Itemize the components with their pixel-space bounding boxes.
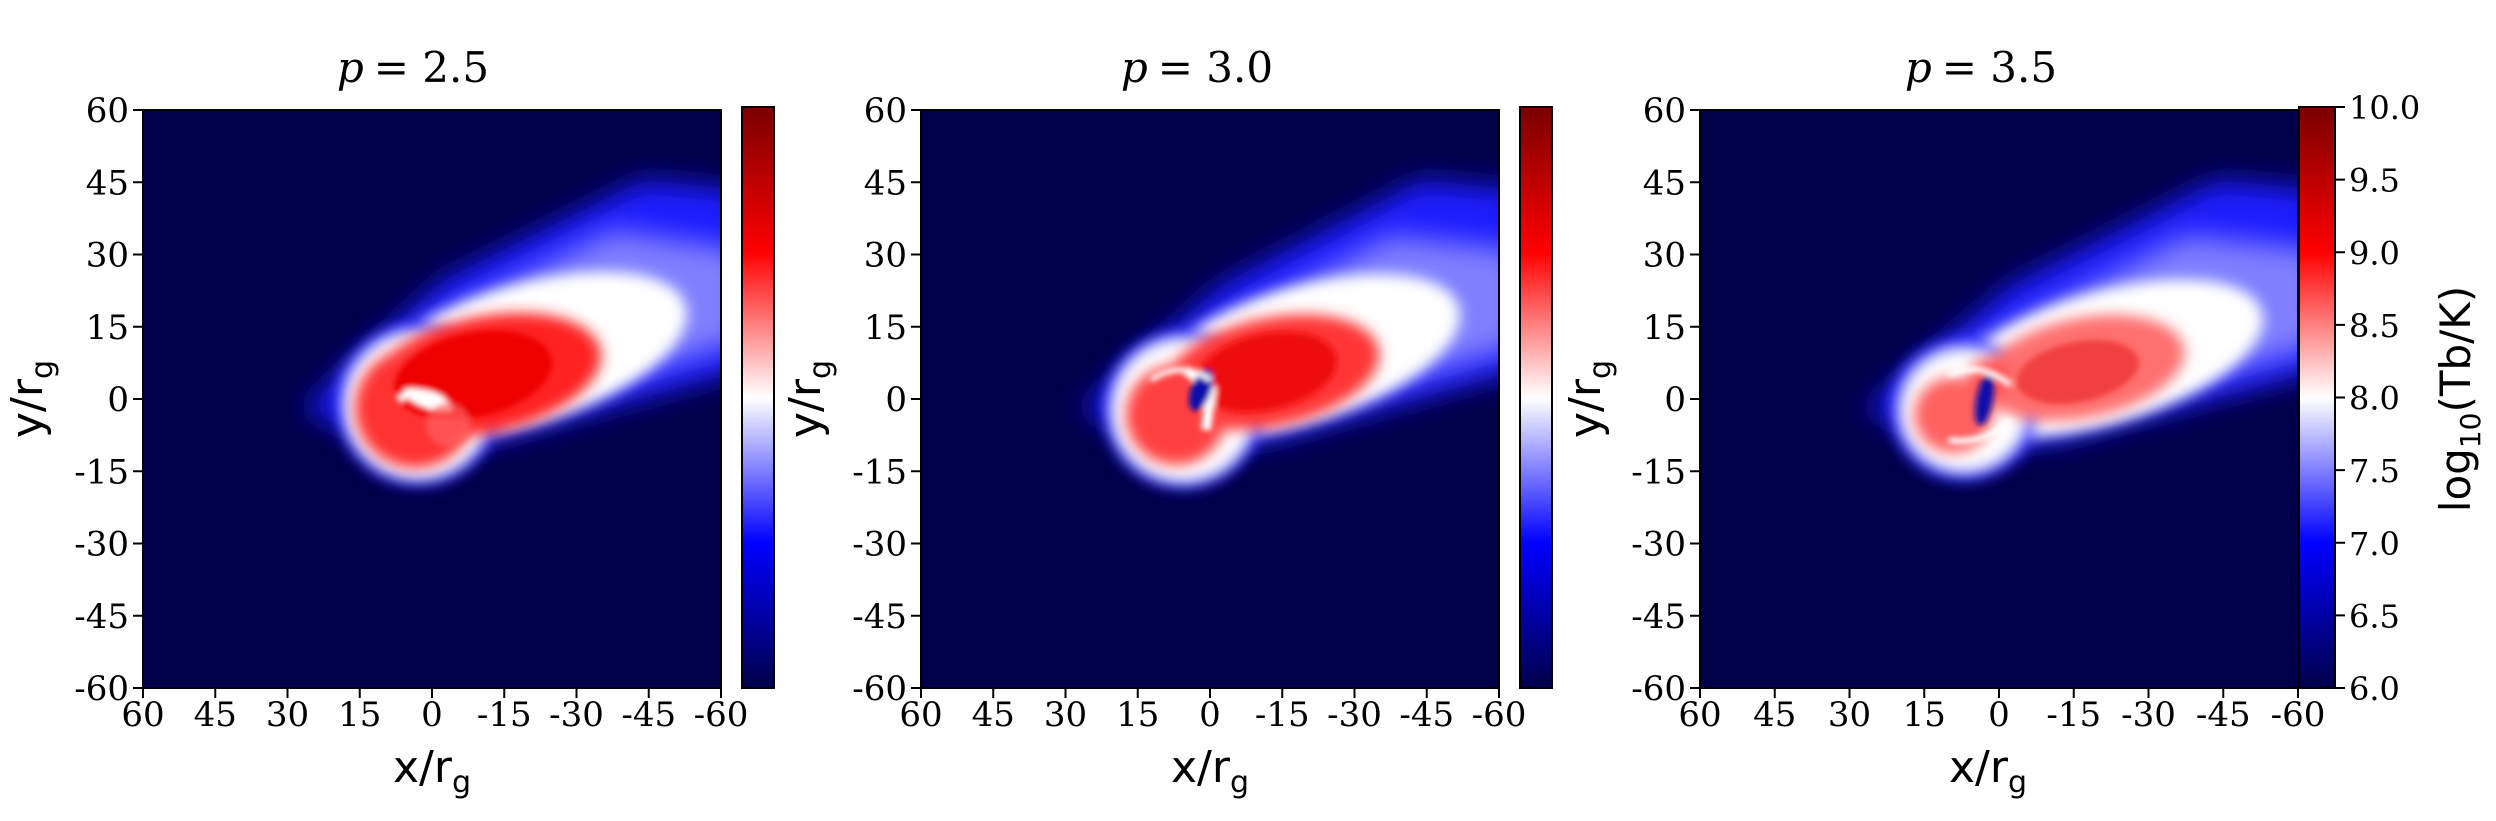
y-tick-label: -30 bbox=[852, 525, 907, 565]
x-tick-label: 0 bbox=[1199, 695, 1221, 735]
y-tick-label: 0 bbox=[885, 380, 907, 420]
x-tick-label: -60 bbox=[1472, 695, 1527, 735]
x-tick-label: 45 bbox=[972, 695, 1015, 735]
y-tick-label: -15 bbox=[1631, 452, 1686, 492]
x-tick-label: 60 bbox=[121, 695, 164, 735]
colorbar-tick-label: 6.0 bbox=[2349, 670, 2400, 708]
panel-2-ylabel: y/rg bbox=[780, 360, 838, 438]
x-tick-label: 0 bbox=[1988, 695, 2010, 735]
panel-3: p = 3.5 bbox=[1560, 43, 2487, 800]
y-tick-label: 60 bbox=[864, 91, 907, 131]
panel-3-title: p = 3.5 bbox=[1905, 43, 2057, 92]
x-tick-label: 60 bbox=[1678, 695, 1721, 735]
colorbar-ticks: 10.0 9.5 9.0 8.5 8.0 7.5 7.0 6.5 6.0 bbox=[2335, 89, 2420, 708]
panel-2-title: p = 3.0 bbox=[1121, 43, 1273, 92]
y-tick-label: -45 bbox=[852, 597, 907, 637]
x-tick-label: 15 bbox=[1116, 695, 1159, 735]
panel-1: p = 2.5 bbox=[2, 43, 775, 800]
x-tick-label: 0 bbox=[421, 695, 443, 735]
x-tick-label: -15 bbox=[2046, 695, 2101, 735]
y-tick-label: 45 bbox=[864, 163, 907, 203]
colorbar-tick-label: 7.5 bbox=[2349, 452, 2400, 490]
x-tick-label: -60 bbox=[2271, 695, 2326, 735]
y-tick-label: -60 bbox=[74, 669, 129, 709]
panel-1-title: p = 2.5 bbox=[337, 43, 489, 92]
x-tick-label: -15 bbox=[477, 695, 532, 735]
panel-1-ylabel: y/rg bbox=[2, 360, 60, 438]
colorbar-tick-label: 7.0 bbox=[2349, 525, 2400, 563]
x-tick-label: 45 bbox=[1753, 695, 1796, 735]
y-tick-label: 15 bbox=[1643, 308, 1686, 348]
panel-3-ylabel: y/rg bbox=[1560, 360, 1618, 438]
colorbar-tick-label: 8.5 bbox=[2349, 307, 2400, 345]
panel-1-ticks: 60 45 30 15 0 -15 -30 -45 -60604530150-15-30-45-… bbox=[74, 91, 748, 735]
panel-1-xlabel: x/rg bbox=[393, 742, 471, 800]
y-tick-label: -45 bbox=[74, 597, 129, 637]
y-tick-label: 15 bbox=[86, 308, 129, 348]
panel-1-heatmap bbox=[143, 110, 721, 688]
panel-3-xlabel: x/rg bbox=[1949, 742, 2027, 800]
y-tick-label: 0 bbox=[1664, 380, 1686, 420]
colorbar-tick-label: 9.5 bbox=[2349, 162, 2400, 200]
colorbar-tick-label: 6.5 bbox=[2349, 597, 2400, 635]
panel-2: p = 3.0 bbox=[780, 43, 1553, 800]
y-tick-label: -45 bbox=[1631, 597, 1686, 637]
y-tick-label: 60 bbox=[86, 91, 129, 131]
y-tick-label: 45 bbox=[86, 163, 129, 203]
x-tick-label: 30 bbox=[266, 695, 309, 735]
panel-2-xlabel: x/rg bbox=[1171, 742, 1249, 800]
x-tick-label: 30 bbox=[1044, 695, 1087, 735]
y-tick-label: -60 bbox=[852, 669, 907, 709]
panel-3-ticks: 60 45 30 15 0 -15 -30 -45 -60604530150-15-30-45-… bbox=[1631, 91, 2325, 735]
colorbar-label: log10(Tb/K) bbox=[2431, 286, 2487, 512]
x-tick-label: -15 bbox=[1255, 695, 1310, 735]
x-tick-label: 45 bbox=[194, 695, 237, 735]
panel-3-heatmap bbox=[1700, 110, 2298, 688]
y-tick-label: -60 bbox=[1631, 669, 1686, 709]
y-tick-label: 15 bbox=[864, 308, 907, 348]
y-tick-label: -15 bbox=[852, 452, 907, 492]
x-tick-label: -45 bbox=[2196, 695, 2251, 735]
y-tick-label: -15 bbox=[74, 452, 129, 492]
x-tick-label: 60 bbox=[899, 695, 942, 735]
x-tick-label: 15 bbox=[338, 695, 381, 735]
y-tick-label: -30 bbox=[1631, 525, 1686, 565]
x-tick-label: 15 bbox=[1903, 695, 1946, 735]
panel-1-colorbar bbox=[741, 106, 775, 689]
x-tick-label: -30 bbox=[2121, 695, 2176, 735]
colorbar-tick-label: 10.0 bbox=[2349, 89, 2420, 127]
panel-2-ticks: 60 45 30 15 0 -15 -30 -45 -60604530150-15-30-45-… bbox=[852, 91, 1526, 735]
x-tick-label: -30 bbox=[1327, 695, 1382, 735]
y-tick-label: -30 bbox=[74, 525, 129, 565]
x-tick-label: 30 bbox=[1828, 695, 1871, 735]
x-tick-label: -45 bbox=[621, 695, 676, 735]
panel-3-colorbar bbox=[2298, 106, 2336, 689]
x-tick-label: -30 bbox=[549, 695, 604, 735]
panel-2-colorbar bbox=[1519, 106, 1553, 689]
y-tick-label: 45 bbox=[1643, 163, 1686, 203]
y-tick-label: 30 bbox=[86, 236, 129, 276]
y-tick-label: 30 bbox=[864, 236, 907, 276]
y-tick-label: 30 bbox=[1643, 236, 1686, 276]
x-tick-label: -45 bbox=[1399, 695, 1454, 735]
colorbar-tick-label: 9.0 bbox=[2349, 234, 2400, 272]
colorbar-tick-label: 8.0 bbox=[2349, 380, 2400, 418]
x-tick-label: -60 bbox=[694, 695, 749, 735]
y-tick-label: 0 bbox=[107, 380, 129, 420]
y-tick-label: 60 bbox=[1643, 91, 1686, 131]
panel-2-heatmap bbox=[921, 110, 1499, 688]
